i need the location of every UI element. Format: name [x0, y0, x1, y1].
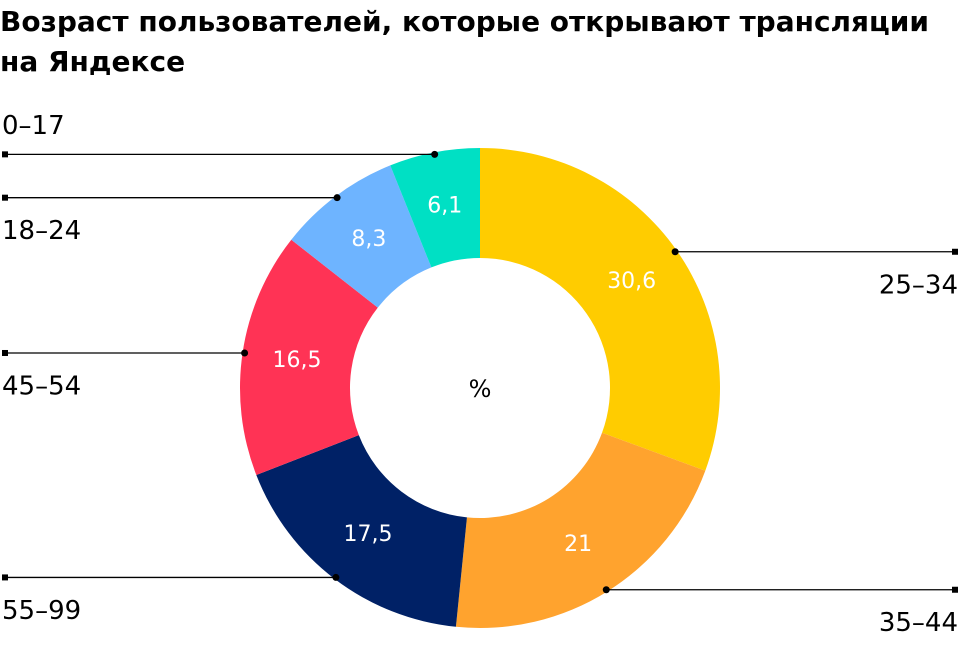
leader-end — [2, 151, 8, 158]
leader-end — [2, 194, 8, 201]
donut-slice — [480, 148, 721, 471]
category-label: 0–17 — [2, 111, 65, 141]
leader-end — [2, 574, 8, 581]
value-label: 17,5 — [344, 522, 393, 547]
leader-dot — [431, 150, 439, 158]
value-label: 30,6 — [607, 269, 656, 294]
leader-end — [2, 349, 8, 356]
chart-title: Возраст пользователей, которые открывают… — [0, 5, 930, 78]
donut-slice — [390, 148, 480, 268]
donut-slice — [291, 165, 432, 308]
donut-slice — [256, 435, 467, 627]
category-label: 35–44 — [879, 608, 958, 638]
category-label: 25–34 — [879, 270, 958, 300]
value-label: 21 — [564, 532, 592, 557]
leader-dot — [241, 349, 249, 357]
leader-dot — [602, 586, 610, 594]
category-label: 55–99 — [2, 596, 81, 626]
category-label: 18–24 — [2, 216, 81, 246]
value-label: 6,1 — [427, 193, 462, 218]
leader-end — [952, 248, 958, 255]
value-label: 16,5 — [273, 348, 322, 373]
center-label: % — [469, 375, 492, 403]
donut-slice — [455, 432, 706, 628]
leader-end — [952, 586, 958, 593]
leader-dot — [671, 248, 679, 256]
leader-dot — [333, 194, 341, 202]
value-label: 8,3 — [351, 227, 386, 252]
donut-slice — [240, 239, 378, 475]
category-label: 45–54 — [2, 371, 81, 401]
leader-dot — [332, 573, 340, 581]
